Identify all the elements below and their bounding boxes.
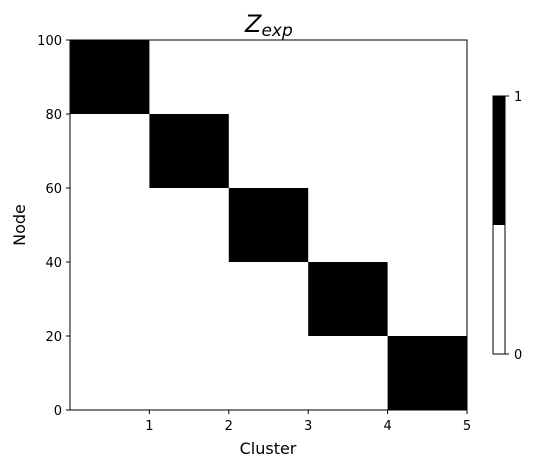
y-axis-label: Node <box>10 204 29 246</box>
y-tick-label: 40 <box>45 256 62 271</box>
x-tick-label: 2 <box>225 419 233 434</box>
x-tick-label: 5 <box>463 419 471 434</box>
heatmap-cell-cluster-5 <box>387 336 467 410</box>
heatmap-cell-cluster-3 <box>228 188 309 262</box>
colorbar-segment-low <box>493 225 505 354</box>
colorbar-frame <box>492 95 506 355</box>
heatmap-cell-cluster-4 <box>308 262 388 336</box>
y-tick-label: 80 <box>45 108 62 123</box>
colorbar-tick-label-top: 1 <box>514 90 522 105</box>
colorbar: 1 0 <box>492 90 522 363</box>
chart-title-subscript: exp <box>261 21 293 41</box>
heatmap-cell-cluster-1 <box>70 40 150 114</box>
y-tick-label: 100 <box>37 34 62 49</box>
heatmap-cell-cluster-2 <box>149 114 229 188</box>
x-axis-label: Cluster <box>240 439 297 458</box>
colorbar-segment-high <box>493 96 505 225</box>
chart-title: Zexp <box>244 10 293 41</box>
x-tick-label: 3 <box>304 419 312 434</box>
plot-frame <box>69 39 468 411</box>
y-axis-ticks: 0 20 40 60 80 100 <box>37 34 70 419</box>
y-tick-label: 60 <box>45 182 62 197</box>
chart-title-base: Z <box>244 10 262 38</box>
x-tick-label: 1 <box>145 419 153 434</box>
x-tick-label: 4 <box>383 419 391 434</box>
y-tick-label: 0 <box>54 404 62 419</box>
x-axis-ticks: 1 2 3 4 5 <box>145 410 471 434</box>
y-tick-label: 20 <box>45 330 62 345</box>
colorbar-tick-label-bottom: 0 <box>514 348 522 363</box>
heatmap-cells <box>70 40 467 410</box>
